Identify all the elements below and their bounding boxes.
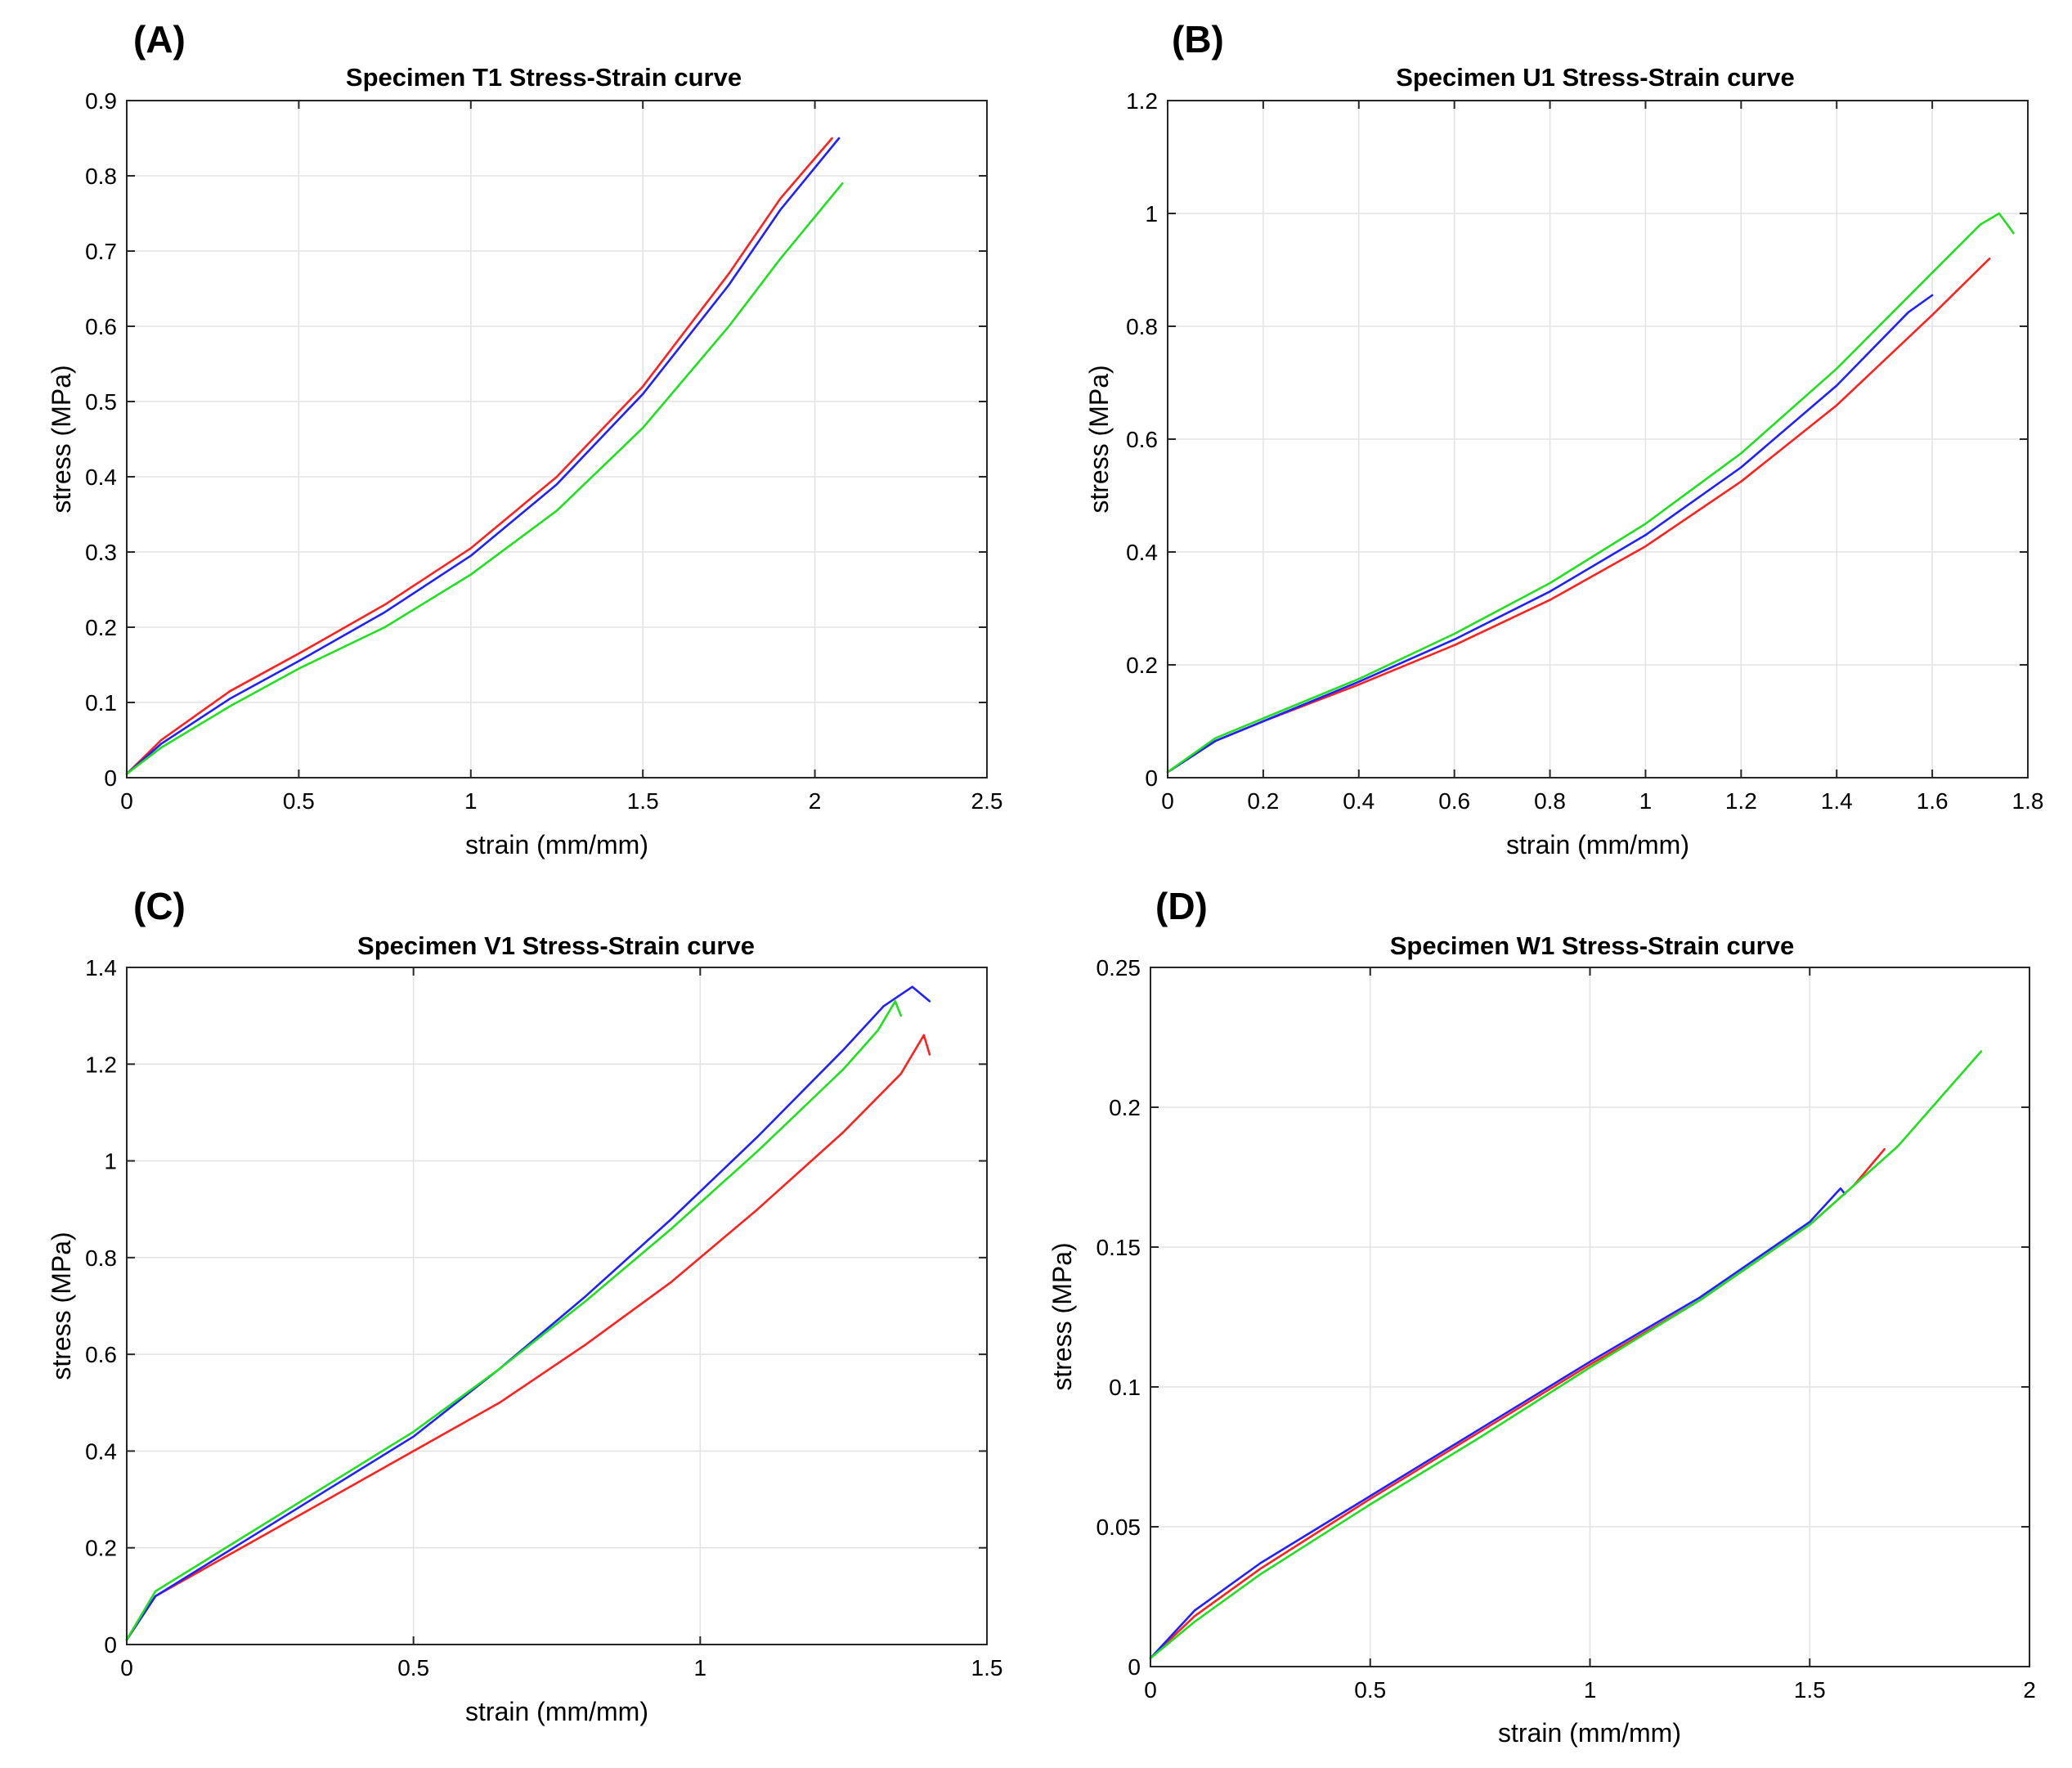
y-tick-label-b-4: 0.8 [1126,314,1158,339]
series-green-line-d [1149,1050,1983,1659]
x-axis-label-c: strain (mm/mm) [465,1697,648,1726]
y-tick-label-a-1: 0.1 [85,690,117,716]
series-green-line-c [125,1000,903,1641]
axes-frame-a [126,100,988,779]
x-tick-label-a-4: 2 [809,788,822,814]
x-tick-label-a-2: 1 [464,788,478,814]
y-tick-label-a-6: 0.6 [85,314,117,339]
y-tick-label-c-5: 1 [104,1149,117,1174]
x-tick-label-b-2: 0.4 [1343,788,1375,814]
y-tick-label-b-5: 1 [1145,201,1158,227]
y-tick-label-a-8: 0.8 [85,164,117,189]
plot-b: 0 0.2 0.4 0.6 0.8 1 1.2 1.4 1.6 1.8 0 0.2 0.4 0.6 0.8 1… [1126,88,2043,814]
y-tick-label-b-0: 0 [1145,765,1158,791]
series-blue-line-d [1149,1187,1846,1659]
axes-frame-c [126,967,988,1645]
x-tick-label-a-1: 0.5 [283,788,315,814]
series-green-line-b [1166,212,2015,774]
y-tick-label-c-3: 0.6 [85,1342,117,1367]
x-axis-label-d: strain (mm/mm) [1498,1718,1681,1748]
y-tick-label-a-5: 0.5 [85,389,117,415]
x-tick-label-b-5: 1 [1639,788,1653,814]
panel-b: (B) Specimen U1 Stress-Strain curve 0 0.2… [1084,18,2043,859]
series-red-line-a [125,137,833,775]
x-tick-label-d-3: 1.5 [1794,1677,1826,1703]
y-tick-label-d-0: 0 [1128,1654,1141,1680]
series-blue-line-c [125,985,931,1641]
y-tick-label-d-1: 0.05 [1097,1514,1141,1540]
series-blue-line-b [1166,294,1934,774]
x-tick-label-b-0: 0 [1161,788,1174,814]
x-tick-label-b-3: 0.6 [1438,788,1470,814]
chart-title-b: Specimen U1 Stress-Strain curve [1396,63,1795,92]
y-tick-label-d-4: 0.2 [1109,1095,1141,1120]
plot-a: 0 0.5 1 1.5 2 2.5 0 0.1 0.2 0.3 0.4 0.5 0.6 0.7 0.8 0.9 [85,88,1002,814]
plot-d: 0 0.5 1 1.5 2 0 0.05 0.1 0.15 0.2 0.25 [1097,955,2036,1703]
series-red-line-d [1149,1148,1886,1659]
x-tick-label-b-4: 0.8 [1534,788,1566,814]
y-tick-label-b-3: 0.6 [1126,427,1158,452]
y-tick-label-d-3: 0.15 [1097,1235,1141,1260]
x-axis-label-a: strain (mm/mm) [465,830,648,859]
chart-title-c: Specimen V1 Stress-Strain curve [357,931,755,960]
panel-letter-b: (B) [1172,18,1224,61]
y-tick-label-c-1: 0.2 [85,1536,117,1561]
y-axis-label-d: stress (MPa) [1047,1242,1077,1390]
y-tick-label-a-2: 0.2 [85,615,117,640]
plot-c: 0 0.5 1 1.5 0 0.2 0.4 0.6 0.8 1 1.2 1.4 [85,955,1002,1680]
y-tick-label-a-0: 0 [104,765,117,791]
y-tick-label-a-3: 0.3 [85,540,117,565]
y-tick-label-c-6: 1.2 [85,1052,117,1077]
series-blue-line-a [125,137,841,775]
y-axis-label-b: stress (MPa) [1084,365,1114,513]
x-tick-label-d-0: 0 [1144,1677,1157,1703]
y-tick-label-c-4: 0.8 [85,1245,117,1271]
panel-c: (C) Specimen V1 Stress-Strain curve 0 0.5… [47,885,1002,1726]
x-tick-label-a-0: 0 [120,788,133,814]
y-tick-label-a-7: 0.7 [85,239,117,264]
x-tick-label-b-6: 1.2 [1725,788,1757,814]
series-green-line-a [125,182,844,775]
x-tick-label-a-3: 1.5 [627,788,659,814]
y-tick-label-b-2: 0.4 [1126,540,1158,565]
y-tick-label-b-6: 1.2 [1126,88,1158,114]
x-tick-label-b-1: 0.2 [1247,788,1279,814]
x-tick-label-b-9: 1.8 [2012,788,2044,814]
panel-letter-a: (A) [133,18,186,61]
y-tick-label-d-5: 0.25 [1097,955,1141,980]
x-tick-label-b-7: 1.4 [1821,788,1853,814]
chart-title-a: Specimen T1 Stress-Strain curve [346,63,742,92]
y-tick-label-b-1: 0.2 [1126,653,1158,678]
chart-title-d: Specimen W1 Stress-Strain curve [1390,931,1794,960]
x-tick-label-d-4: 2 [2023,1677,2036,1703]
x-tick-label-b-8: 1.6 [1917,788,1949,814]
x-tick-label-c-1: 0.5 [397,1655,429,1680]
panel-letter-d: (D) [1155,885,1208,927]
x-tick-label-c-3: 1.5 [971,1655,1003,1680]
series-red-line-c [125,1034,931,1641]
y-tick-label-a-9: 0.9 [85,88,117,114]
series-red-line-b [1166,257,1991,774]
y-tick-label-c-0: 0 [104,1632,117,1658]
y-tick-label-c-7: 1.4 [85,955,117,980]
y-axis-label-a: stress (MPa) [47,365,76,513]
y-axis-label-c: stress (MPa) [47,1232,76,1380]
x-tick-label-c-0: 0 [120,1655,133,1680]
panel-letter-c: (C) [133,885,186,927]
x-tick-label-c-2: 1 [694,1655,707,1680]
panel-a: (A) Specimen T1 Stress-Strain curve 0 0.5… [47,18,1002,859]
y-tick-label-d-2: 0.1 [1109,1375,1141,1400]
y-tick-label-c-2: 0.4 [85,1438,117,1464]
y-tick-label-a-4: 0.4 [85,464,117,490]
x-tick-label-a-5: 2.5 [971,788,1003,814]
panel-d: (D) Specimen W1 Stress-Strain curve 0 0.5… [1047,885,2036,1748]
x-axis-label-b: strain (mm/mm) [1506,830,1689,859]
x-tick-label-d-1: 0.5 [1354,1677,1386,1703]
x-tick-label-d-2: 1 [1584,1677,1597,1703]
